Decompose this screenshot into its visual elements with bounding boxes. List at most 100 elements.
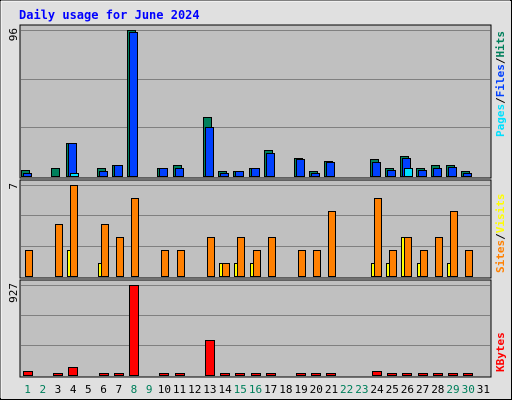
bar-kbytes-day-30 [463, 373, 473, 376]
bar-kbytes-day-19 [296, 373, 306, 376]
bar-files-day-1 [23, 173, 32, 177]
bar-files-day-21 [326, 162, 335, 177]
bar-kbytes-day-17 [266, 373, 276, 376]
bar-sites-day-11 [177, 250, 185, 277]
x-label-day-25: 25 [386, 383, 399, 396]
x-label-day-14: 14 [218, 383, 232, 396]
x-label-day-7: 7 [115, 383, 122, 396]
x-label-day-29: 29 [446, 383, 459, 396]
bar-sites-day-20 [313, 250, 321, 277]
bar-pages-day-4 [70, 173, 79, 177]
bar-files-day-16 [251, 168, 260, 177]
panel-middle-max-label: 7 [7, 183, 20, 190]
bar-kbytes-day-27 [418, 373, 428, 376]
legend-entry: KBytes [494, 332, 507, 372]
x-label-day-11: 11 [173, 383, 186, 396]
x-label-day-3: 3 [55, 383, 62, 396]
x-label-day-5: 5 [85, 383, 92, 396]
x-label-day-2: 2 [39, 383, 46, 396]
bar-files-day-6 [99, 171, 108, 177]
panel-top [19, 24, 492, 179]
legend-entry: Hits [494, 31, 507, 58]
bar-files-day-24 [372, 162, 381, 177]
bar-files-day-7 [114, 165, 123, 177]
bar-sites-day-4 [70, 185, 78, 277]
bar-kbytes-day-1 [23, 371, 33, 376]
x-label-day-16: 16 [249, 383, 262, 396]
bar-sites-day-16 [253, 250, 261, 277]
bar-hits-day-3 [51, 168, 60, 177]
bar-files-day-11 [175, 168, 184, 177]
series-files [23, 32, 472, 177]
x-label-day-30: 30 [462, 383, 475, 396]
panel-bottom-legend: KBytes [494, 332, 507, 372]
legend-entry: Files [494, 64, 507, 97]
bar-files-day-25 [387, 170, 396, 177]
panel-bottom-max-label: 927 [7, 283, 20, 303]
x-label-day-17: 17 [264, 383, 277, 396]
x-label-day-18: 18 [279, 383, 292, 396]
bar-sites-day-28 [435, 237, 443, 277]
bar-sites-day-14 [222, 263, 230, 277]
bar-kbytes-day-28 [433, 373, 443, 376]
bar-files-day-14 [220, 173, 229, 177]
x-label-day-22: 22 [340, 383, 353, 396]
bar-files-day-29 [448, 167, 457, 177]
bar-files-day-4 [68, 143, 77, 177]
bar-kbytes-day-3 [53, 373, 63, 376]
x-label-day-13: 13 [203, 383, 216, 396]
bar-sites-day-3 [55, 224, 63, 277]
bar-sites-day-13 [207, 237, 215, 277]
bar-kbytes-day-26 [402, 373, 412, 376]
bar-files-day-19 [296, 159, 305, 177]
bar-files-day-28 [433, 168, 442, 177]
bar-kbytes-day-8 [129, 285, 139, 376]
bar-kbytes-day-20 [311, 373, 321, 376]
panels-layer: 96 7 927 [7, 24, 492, 378]
chart-title: Daily usage for June 2024 [19, 8, 200, 22]
x-label-day-8: 8 [131, 383, 138, 396]
bar-sites-day-29 [450, 211, 458, 277]
bar-sites-day-21 [328, 211, 336, 277]
bar-kbytes-day-6 [99, 373, 109, 376]
bar-kbytes-day-16 [251, 373, 261, 376]
bar-kbytes-day-13 [205, 340, 215, 376]
bar-kbytes-day-29 [448, 373, 458, 376]
series-pages [70, 168, 413, 177]
panel-top-max-label: 96 [7, 28, 20, 41]
x-axis-labels: 1 2 3 4 5 6 7 8 9 10 11 12 13 14 15 16 17 18 19 20 21 22 23 24 2… [24, 383, 490, 396]
bar-kbytes-day-11 [175, 373, 185, 376]
bar-files-day-15 [235, 171, 244, 177]
bar-files-day-13 [205, 127, 214, 177]
legend-entry: Sites [494, 240, 507, 273]
bar-files-day-10 [159, 168, 168, 177]
x-label-day-19: 19 [294, 383, 307, 396]
bar-kbytes-day-7 [114, 373, 124, 376]
legend-entry: Visits [494, 194, 507, 234]
bar-sites-day-15 [237, 237, 245, 277]
bar-files-day-30 [463, 173, 472, 177]
bar-kbytes-day-24 [372, 371, 382, 376]
legend-entry: / [494, 97, 507, 104]
x-label-day-26: 26 [401, 383, 414, 396]
bar-sites-day-6 [101, 224, 109, 277]
series-sites [25, 185, 473, 277]
bar-sites-day-24 [374, 198, 382, 277]
bar-sites-day-8 [131, 198, 139, 277]
bar-files-day-20 [311, 173, 320, 177]
bar-sites-day-1 [25, 250, 33, 277]
bar-kbytes-day-14 [220, 373, 230, 376]
bar-kbytes-day-25 [387, 373, 397, 376]
bar-sites-day-27 [420, 250, 428, 277]
bar-kbytes-day-21 [326, 373, 336, 376]
bar-kbytes-day-10 [159, 373, 169, 376]
series-kbytes [23, 285, 473, 376]
x-label-day-4: 4 [70, 383, 77, 396]
x-label-day-12: 12 [188, 383, 201, 396]
panel-middle-legend: Sites/Visits [494, 194, 507, 274]
x-label-day-15: 15 [234, 383, 247, 396]
x-label-day-1: 1 [24, 383, 31, 396]
